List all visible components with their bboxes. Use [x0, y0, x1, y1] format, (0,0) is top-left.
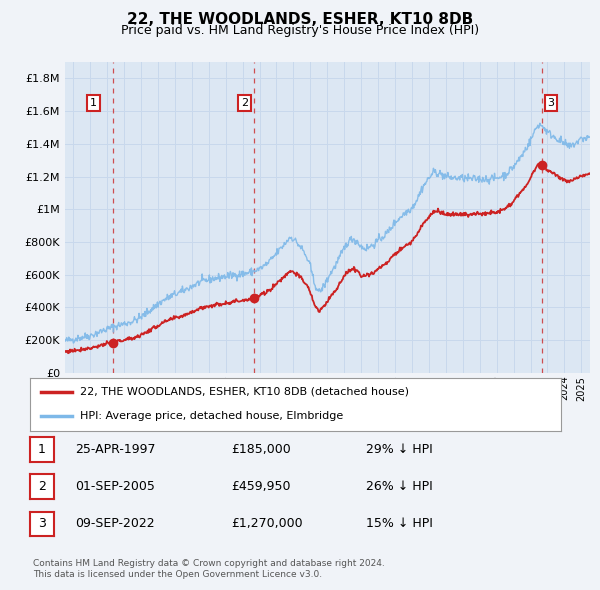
- Text: Contains HM Land Registry data © Crown copyright and database right 2024.: Contains HM Land Registry data © Crown c…: [33, 559, 385, 568]
- Text: 3: 3: [547, 98, 554, 108]
- Text: £459,950: £459,950: [231, 480, 290, 493]
- Text: 1: 1: [38, 443, 46, 456]
- Text: 3: 3: [38, 517, 46, 530]
- Text: 22, THE WOODLANDS, ESHER, KT10 8DB: 22, THE WOODLANDS, ESHER, KT10 8DB: [127, 12, 473, 27]
- Text: 25-APR-1997: 25-APR-1997: [75, 443, 155, 456]
- Text: 1: 1: [90, 98, 97, 108]
- Text: 2: 2: [38, 480, 46, 493]
- Text: 29% ↓ HPI: 29% ↓ HPI: [366, 443, 433, 456]
- Text: This data is licensed under the Open Government Licence v3.0.: This data is licensed under the Open Gov…: [33, 570, 322, 579]
- Text: £185,000: £185,000: [231, 443, 291, 456]
- Text: £1,270,000: £1,270,000: [231, 517, 302, 530]
- Text: 09-SEP-2022: 09-SEP-2022: [75, 517, 155, 530]
- Text: Price paid vs. HM Land Registry's House Price Index (HPI): Price paid vs. HM Land Registry's House …: [121, 24, 479, 37]
- Text: 2: 2: [241, 98, 248, 108]
- Text: 15% ↓ HPI: 15% ↓ HPI: [366, 517, 433, 530]
- Text: 22, THE WOODLANDS, ESHER, KT10 8DB (detached house): 22, THE WOODLANDS, ESHER, KT10 8DB (deta…: [80, 387, 409, 397]
- Text: 01-SEP-2005: 01-SEP-2005: [75, 480, 155, 493]
- Text: 26% ↓ HPI: 26% ↓ HPI: [366, 480, 433, 493]
- Text: HPI: Average price, detached house, Elmbridge: HPI: Average price, detached house, Elmb…: [80, 411, 344, 421]
